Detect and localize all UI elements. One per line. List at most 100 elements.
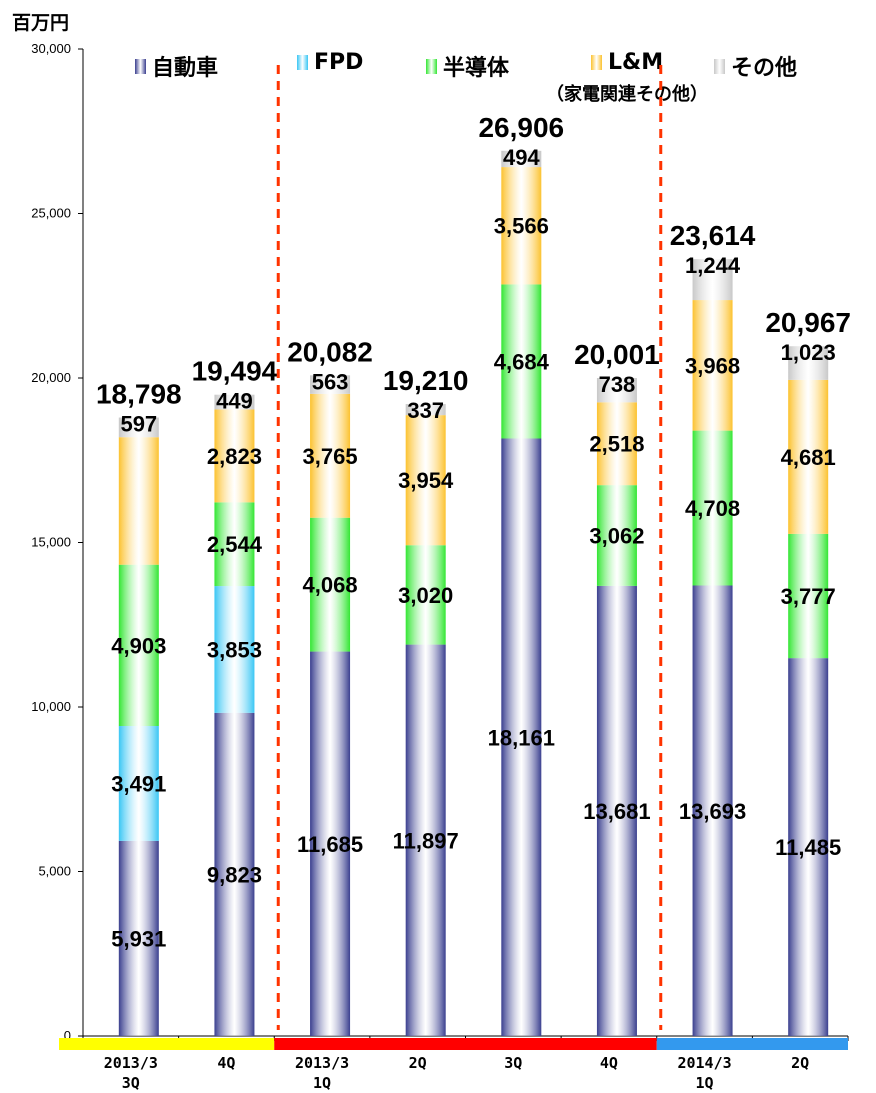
bar-segment-semiconductor: [405, 545, 446, 645]
bar-segment-other: [405, 404, 446, 416]
legend-label-other: その他: [731, 56, 798, 81]
total-label: 20,001: [574, 339, 660, 370]
y-tick-label: 5,000: [38, 864, 71, 879]
bar-segment-automobile: [405, 644, 446, 1036]
bar-segment-other: [788, 346, 829, 380]
data-label-lm: 4,681: [781, 445, 836, 470]
y-tick-label: 0: [64, 1028, 71, 1043]
data-label-automobile: 18,161: [488, 725, 555, 750]
x-tick-label: 2013/3 3Q: [104, 1054, 158, 1092]
bar-segment-other: [692, 259, 733, 301]
legend-swatch-lm: [591, 55, 602, 70]
legend-item-semiconductor: 半導体: [426, 50, 509, 82]
data-label-fpd: 3,853: [207, 637, 262, 662]
total-label: 20,082: [287, 336, 373, 367]
y-axis-unit-label: 百万円: [12, 12, 70, 34]
bar-segment-lm: [405, 415, 446, 546]
bar-segment-lm: [214, 409, 255, 503]
data-label-other: 449: [216, 389, 253, 414]
data-label-semiconductor: 4,684: [494, 349, 550, 374]
data-label-other: 738: [599, 372, 636, 397]
bar-segment-semiconductor: [596, 485, 637, 586]
total-label: 23,614: [670, 220, 756, 251]
bar-segment-semiconductor: [118, 564, 159, 727]
data-label-lm: 3,566: [494, 214, 549, 239]
bar-segment-lm: [501, 167, 542, 285]
total-label: 20,967: [765, 307, 851, 338]
data-label-lm: 3,968: [685, 353, 740, 378]
data-label-automobile: 13,693: [679, 799, 746, 824]
bar-segment-lm: [596, 402, 637, 486]
bar-segment-semiconductor: [214, 502, 255, 587]
data-label-semiconductor: 3,062: [589, 524, 644, 549]
legend-item-lm: L&M: [591, 50, 663, 75]
bar-segment-other: [501, 150, 542, 168]
data-label-semiconductor: 3,020: [398, 583, 453, 608]
x-tick-label: 2014/3 1Q: [677, 1054, 731, 1092]
data-label-other: 1,244: [685, 253, 741, 278]
x-tick-label: 3Q: [504, 1054, 522, 1072]
y-tick-label: 20,000: [31, 370, 71, 385]
legend-label-semiconductor: 半導体: [443, 56, 510, 81]
legend-label-automobile: 自動車: [152, 56, 219, 81]
bar-segment-semiconductor: [501, 284, 542, 439]
legend-swatch-other: [714, 58, 725, 74]
bar-segment-fpd: [214, 586, 255, 713]
bar-segment-other: [596, 378, 637, 403]
data-label-semiconductor: 4,708: [685, 496, 740, 521]
data-label-automobile: 5,931: [111, 926, 166, 951]
legend-swatch-fpd: [297, 55, 308, 70]
bar-segment-automobile: [214, 712, 255, 1036]
bar-segment-semiconductor: [310, 517, 351, 652]
data-label-semiconductor: 4,068: [303, 573, 358, 598]
data-label-other: 597: [120, 412, 157, 437]
data-label-other: 563: [312, 369, 349, 394]
x-tick-label: 2Q: [409, 1054, 427, 1072]
legend: 自動車 FPD 半導体 L&M その他 （家電関連その他）: [0, 50, 876, 120]
bar-segment-lm: [118, 437, 159, 565]
legend-note: （家電関連その他）: [546, 84, 708, 105]
legend-swatch-semiconductor: [426, 58, 437, 74]
data-label-lm: 2,518: [589, 432, 644, 457]
bar-segment-automobile: [692, 585, 733, 1036]
x-tick-label: 4Q: [600, 1054, 618, 1072]
bar-segment-automobile: [118, 840, 159, 1036]
bar-segment-fpd: [118, 726, 159, 841]
data-label-lm: 2,823: [207, 444, 262, 469]
bar-segment-lm: [692, 300, 733, 431]
period-band: [59, 1038, 275, 1050]
total-label: 19,494: [192, 356, 278, 387]
legend-label-lm: L&M: [608, 50, 664, 75]
legend-swatch-automobile: [135, 58, 146, 74]
bar-segment-automobile: [310, 651, 351, 1036]
y-tick-label: 10,000: [31, 699, 71, 714]
data-label-automobile: 11,485: [775, 835, 841, 860]
total-label: 18,798: [96, 379, 182, 410]
data-label-lm: 3,954: [398, 468, 454, 493]
bar-segment-automobile: [788, 658, 829, 1036]
bar-segment-semiconductor: [788, 533, 829, 659]
bar-segment-other: [214, 394, 255, 410]
legend-item-other: その他: [714, 50, 797, 82]
legend-label-fpd: FPD: [314, 50, 364, 75]
data-label-automobile: 13,681: [583, 799, 650, 824]
legend-item-automobile: 自動車: [135, 50, 218, 82]
total-label: 19,210: [383, 365, 469, 396]
y-tick-label: 25,000: [31, 206, 71, 221]
data-label-fpd: 3,491: [111, 771, 166, 796]
bar-segment-automobile: [596, 585, 637, 1036]
bar-segment-lm: [310, 393, 351, 518]
data-label-lm: 3,765: [303, 444, 358, 469]
total-label: 26,906: [478, 112, 564, 143]
period-band: [274, 1038, 657, 1050]
data-label-semiconductor: 4,903: [111, 633, 166, 658]
period-band: [656, 1038, 848, 1050]
x-tick-label: 2Q: [791, 1054, 809, 1072]
data-label-semiconductor: 3,777: [781, 584, 836, 609]
bar-segment-other: [118, 417, 159, 438]
y-tick-label: 30,000: [31, 41, 71, 56]
y-tick-label: 15,000: [31, 535, 71, 550]
bar-segment-semiconductor: [692, 430, 733, 586]
